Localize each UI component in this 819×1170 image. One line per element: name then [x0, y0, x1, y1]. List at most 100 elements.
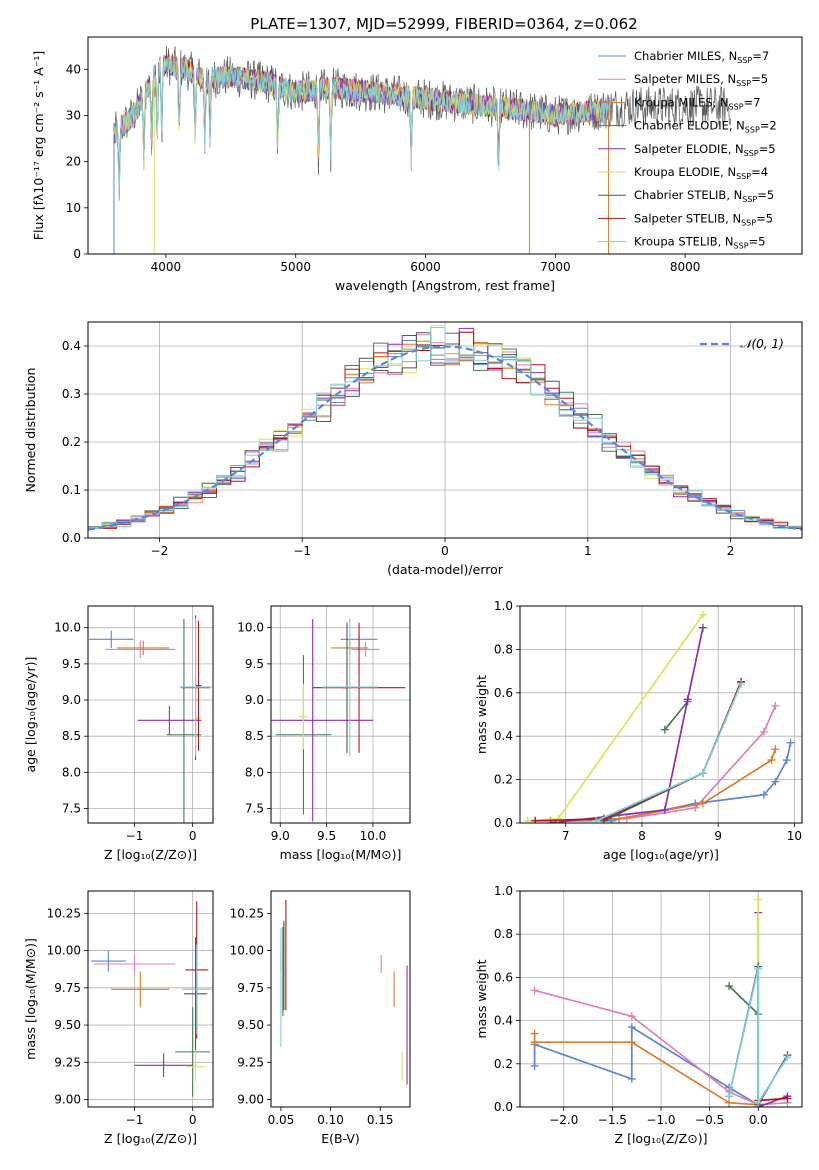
y-axis-label: Normed distribution — [23, 368, 38, 493]
x-axis-label: Z [log₁₀(Z/Z⊙)] — [104, 1131, 197, 1146]
y-tick-label: 9.25 — [237, 1055, 264, 1069]
x-tick-label: 10 — [787, 829, 802, 843]
x-tick-label: −2 — [151, 544, 169, 558]
weight-marker — [660, 725, 669, 734]
y-tick-label: 9.0 — [62, 693, 81, 707]
legend-label: Salpeter STELIB, NSSP=5 — [634, 211, 773, 227]
errorbar-point — [186, 1051, 205, 1082]
y-tick-label: 30 — [66, 108, 81, 122]
x-tick-label: 6000 — [410, 260, 441, 274]
weight-marker — [530, 986, 539, 995]
figure-title: PLATE=1307, MJD=52999, FIBERID=0364, z=0… — [250, 15, 637, 33]
x-tick-label: 9.0 — [271, 829, 290, 843]
axes-frame — [87, 321, 803, 539]
y-tick-label: 0.2 — [494, 1057, 513, 1071]
axes-frame — [87, 890, 214, 1108]
weight-marker — [754, 895, 763, 904]
y-tick-label: 9.50 — [237, 1018, 264, 1032]
y-axis-label: mass weight — [474, 959, 489, 1038]
y-tick-label: 9.0 — [245, 693, 264, 707]
errorbar-point — [351, 642, 380, 657]
axes-frame — [519, 605, 803, 824]
y-tick-label: 7.5 — [62, 802, 81, 816]
y-tick-label: 10.00 — [230, 944, 264, 958]
spectrum-line — [113, 55, 611, 188]
weight-marker — [530, 1029, 539, 1038]
x-tick-label: 8 — [638, 829, 646, 843]
legend-count: =7 — [744, 95, 761, 109]
weight-marker — [698, 610, 707, 619]
axes-age-vs-mass: 9.0 9.5 10.0 7.5 8.0 8.5 9.0 9.5 10.0 mass [log₁₀… — [237, 605, 411, 862]
x-axis-label: E(B-V) — [321, 1131, 360, 1146]
weight-marker — [782, 756, 791, 765]
x-tick-label: 7 — [562, 829, 570, 843]
legend-subscript: SSP — [736, 79, 751, 88]
y-tick-label: 0.4 — [494, 1014, 513, 1028]
errorbar-point — [111, 971, 170, 1008]
y-tick-label: 0.8 — [494, 927, 513, 941]
y-tick-label: 9.00 — [237, 1093, 264, 1107]
weight-marker — [530, 1038, 539, 1047]
weight-series-line — [757, 912, 788, 1107]
y-tick-label: 10.00 — [47, 944, 81, 958]
weight-marker — [754, 1098, 763, 1107]
spectrum-line — [113, 55, 611, 189]
x-axis-label: mass [log₁₀(M/M⊙)] — [280, 847, 402, 862]
weight-marker — [754, 964, 763, 973]
x-tick-label: −1.5 — [598, 1113, 627, 1127]
weight-marker — [592, 816, 601, 823]
x-tick-label: −1 — [126, 829, 144, 843]
legend-count: =5 — [751, 72, 768, 86]
y-axis-label: Flux [fλ10⁻¹⁷ erg cm⁻² s⁻¹ A⁻¹] — [31, 51, 46, 240]
weight-marker — [554, 814, 563, 823]
weight-series-line — [728, 968, 789, 1106]
weight-marker — [683, 695, 692, 704]
y-tick-label: 0.0 — [494, 816, 513, 830]
histogram-9 — [88, 327, 802, 529]
legend-label: Salpeter ELODIE, NSSP=5 — [634, 142, 776, 158]
y-tick-label: 8.5 — [245, 729, 264, 743]
axes-frame — [270, 605, 411, 824]
weight-series-line — [550, 627, 704, 823]
legend-subscript: SSP — [734, 242, 749, 251]
y-tick-label: 0.6 — [494, 970, 513, 984]
x-tick-label: −0.5 — [695, 1113, 724, 1127]
legend-count: =7 — [752, 49, 769, 63]
legend-reference-label: 𝒩(0, 1) — [740, 337, 784, 351]
x-axis-label: wavelength [Angstrom, rest frame] — [335, 278, 555, 293]
errorbar-point — [134, 1053, 193, 1078]
errorbar-point — [312, 622, 406, 753]
x-tick-label: 0.05 — [268, 1113, 295, 1127]
weight-marker — [737, 680, 746, 689]
plot-area-spectrum — [113, 45, 731, 254]
y-tick-label: 20 — [66, 155, 81, 169]
x-axis-label: age [log₁₀(age/yr)] — [603, 847, 719, 862]
weight-marker — [627, 1023, 636, 1032]
weight-marker — [627, 1074, 636, 1083]
weight-series-line — [535, 742, 792, 822]
weight-series-line — [533, 1025, 759, 1106]
legend-count: =5 — [757, 188, 774, 202]
weight-marker — [771, 777, 780, 786]
panels: 4000 5000 6000 7000 8000010203040wavelength … — [23, 36, 803, 1146]
y-tick-label: 0.4 — [494, 729, 513, 743]
errorbar-point — [137, 705, 202, 735]
x-tick-label: 0 — [189, 1113, 197, 1127]
plot-area-mass-vs-Z — [90, 901, 212, 1097]
weight-series-line — [527, 614, 704, 822]
y-axis-label: mass [log₁₀(M/M⊙)] — [23, 938, 38, 1060]
y-tick-label: 10.0 — [237, 621, 264, 635]
y-tick-label: 8.0 — [245, 765, 264, 779]
x-tick-label: 2 — [727, 544, 735, 558]
errorbar-point — [182, 944, 212, 1035]
y-tick-label: 9.25 — [54, 1055, 81, 1069]
y-tick-label: 9.75 — [54, 981, 81, 995]
x-tick-label: 0.0 — [749, 1113, 768, 1127]
y-tick-label: 0.1 — [62, 483, 81, 497]
axes-mass-vs-ebv: 0.05 0.10 0.15 9.00 9.25 9.50 9.75 10.00 10.25 E(… — [230, 890, 411, 1146]
y-axis-label: age [log₁₀(age/yr)] — [23, 657, 38, 773]
y-tick-label: 0.6 — [494, 686, 513, 700]
weight-marker — [783, 1053, 792, 1062]
weight-marker — [783, 1094, 792, 1103]
y-tick-label: 0.0 — [494, 1100, 513, 1114]
